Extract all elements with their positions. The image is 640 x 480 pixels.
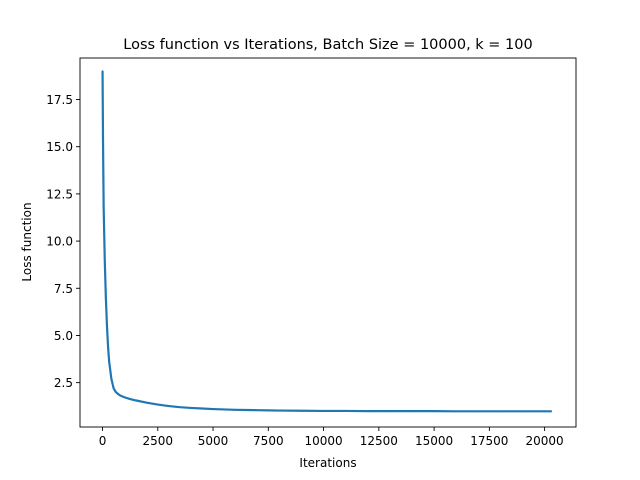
data-point (344, 410, 347, 412)
data-point (245, 409, 248, 411)
x-tick-label: 20000 (526, 434, 564, 448)
data-point (300, 409, 303, 412)
data-point (145, 401, 148, 404)
x-axis-label: Iterations (299, 456, 356, 470)
data-point (223, 408, 226, 411)
data-point (104, 296, 107, 299)
data-point (388, 410, 391, 413)
x-tick-label: 5000 (198, 434, 229, 448)
data-point (212, 408, 214, 410)
loss-series-line-0 (101, 71, 552, 413)
x-tick-label: 2500 (143, 434, 174, 448)
data-point (114, 391, 117, 393)
y-tick-label: 2.5 (54, 376, 73, 390)
data-point (201, 407, 203, 410)
data-point (107, 345, 109, 348)
x-tick-label: 12500 (360, 434, 398, 448)
y-axis: 2.5 5.0 7.5 10.0 12.5 15.0 17.5 (46, 93, 80, 390)
plot-area (79, 57, 577, 428)
y-axis-label: Loss function (20, 202, 34, 281)
x-tick-label: 0 (99, 434, 107, 448)
axes-frame (79, 57, 577, 428)
y-tick-label: 17.5 (46, 93, 73, 107)
data-point (156, 403, 159, 406)
data-point (119, 394, 122, 397)
y-tick-label: 12.5 (46, 187, 73, 201)
data-point (411, 410, 413, 413)
data-point (455, 410, 458, 413)
y-tick-label: 7.5 (54, 282, 73, 296)
data-point (433, 410, 435, 413)
data-point (110, 377, 113, 380)
data-point (167, 405, 170, 407)
data-point (477, 410, 480, 413)
data-point (102, 206, 105, 209)
data-point (521, 410, 524, 413)
data-point (256, 409, 259, 412)
data-point (278, 409, 281, 412)
data-point (103, 259, 106, 261)
data-point (102, 136, 104, 139)
data-point (550, 410, 553, 413)
data-point (123, 396, 126, 399)
data-point (134, 399, 137, 402)
data-point (106, 325, 108, 327)
data-point (366, 410, 369, 413)
data-point (179, 406, 181, 409)
data-point (101, 70, 104, 73)
x-tick-label: 10000 (304, 434, 342, 448)
data-point (112, 387, 115, 390)
data-point (234, 408, 237, 411)
x-tick-label: 15000 (415, 434, 453, 448)
x-tick-label: 17500 (470, 434, 508, 448)
y-tick-label: 15.0 (46, 140, 73, 154)
x-tick-label: 7500 (253, 434, 284, 448)
data-point (190, 407, 192, 409)
x-axis: 0 2500 5000 7500 10000 12500 15000 17500 20000 (99, 427, 564, 448)
data-point (117, 393, 119, 395)
data-point (499, 410, 502, 413)
data-point (129, 398, 132, 400)
y-tick-label: 10.0 (46, 235, 73, 249)
data-point (267, 409, 270, 412)
chart-title: Loss function vs Iterations, Batch Size … (123, 37, 532, 53)
data-point (543, 410, 546, 413)
y-tick-label: 5.0 (54, 329, 73, 343)
data-point (322, 410, 325, 412)
data-point (108, 360, 111, 363)
